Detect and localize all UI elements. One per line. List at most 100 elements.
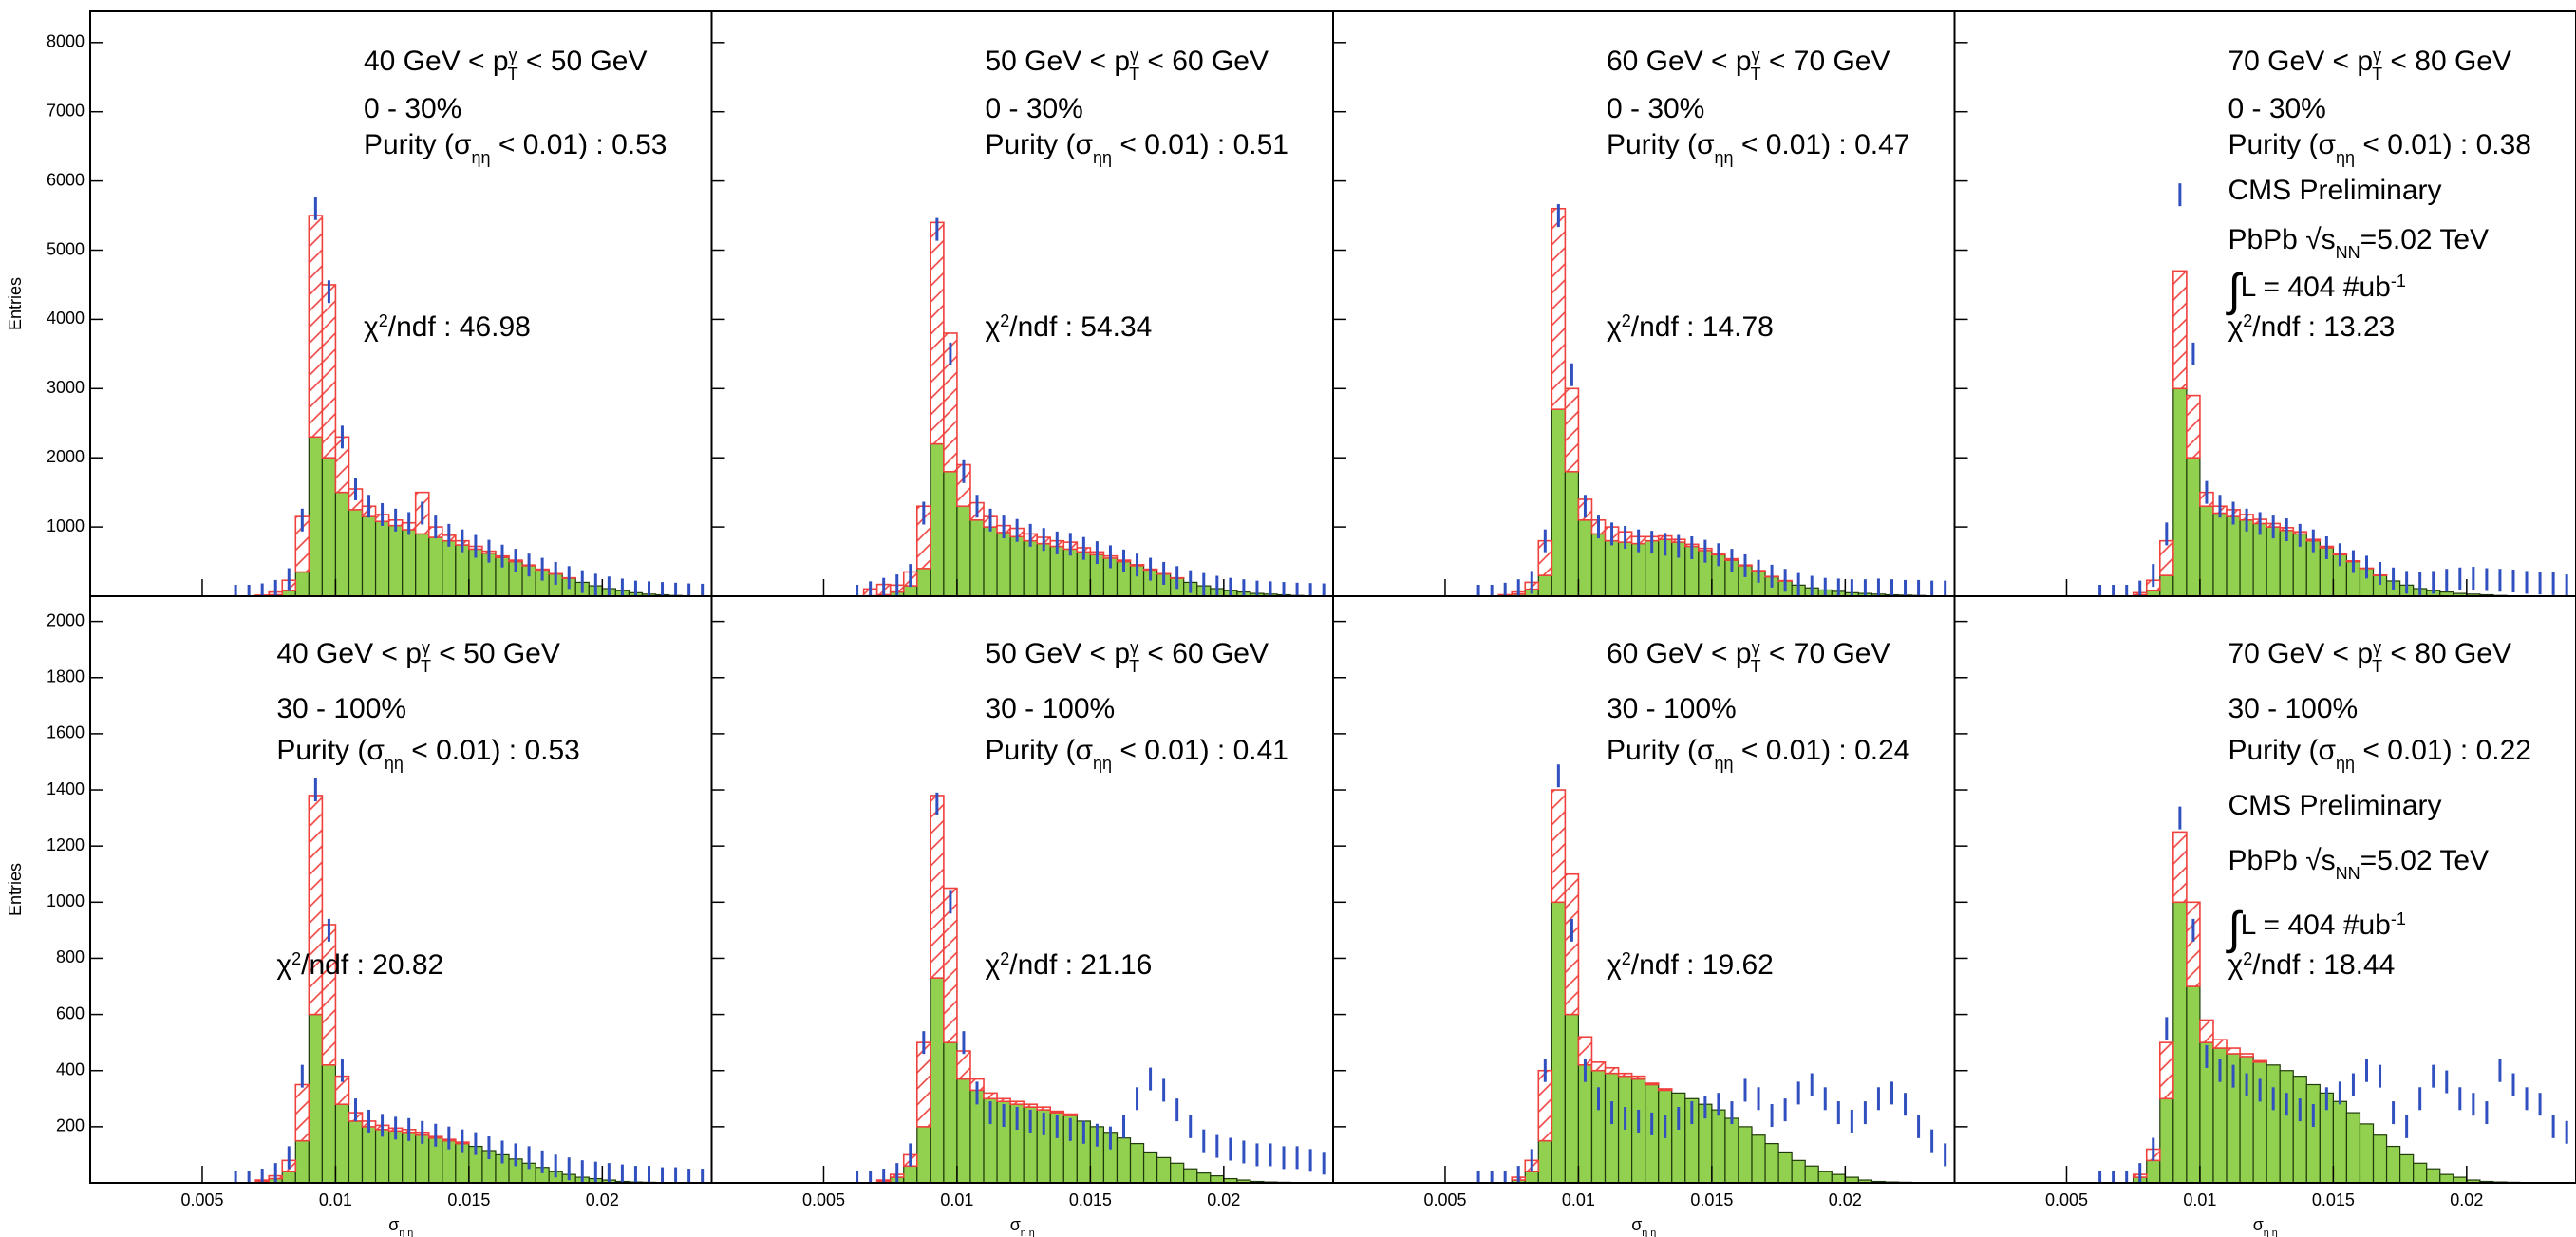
annotation-purity-part: < 0.01) : 0.53 (491, 129, 668, 160)
annotation-purity-part: < 0.01) : 0.24 (1734, 735, 1910, 766)
x-tick-label: 0.005 (1423, 1190, 1466, 1209)
annotation-purity-part: ηη (1093, 148, 1112, 167)
background-bar (1604, 1073, 1620, 1183)
x-tick-label: 0.01 (940, 1190, 973, 1209)
background-bar (1183, 1168, 1198, 1183)
annotation-chi2-part: /ndf : 21.16 (1009, 949, 1152, 981)
annotation-lumi: ∫L = 404 #ub-1 (2225, 904, 2405, 954)
annotation-purity-part: Purity (σ (985, 129, 1093, 160)
background-bar (2439, 1173, 2454, 1183)
annotation-pt-part: < 80 GeV (2382, 46, 2511, 77)
annotation-chi2-part: 2 (2243, 311, 2252, 330)
annotation-energy-part: NN (2336, 864, 2360, 883)
annotation-centrality: 0 - 30% (364, 93, 461, 124)
background-bar (361, 515, 377, 596)
annotation-purity-part: ηη (385, 754, 404, 773)
panel-frame (89, 595, 713, 1184)
annotation-chi2-part: χ (1607, 311, 1622, 343)
annotation-purity-part: < 0.01) : 0.41 (1112, 735, 1288, 766)
y-tick-label: 2000 (47, 447, 85, 466)
annotation-centrality: 30 - 100% (985, 693, 1115, 724)
background-bar (1804, 1165, 1819, 1183)
background-bar (281, 1171, 296, 1183)
x-axis-label-part: η η (1021, 1228, 1035, 1237)
annotation-pt-part: < 70 GeV (1761, 638, 1890, 669)
background-bar (1537, 574, 1552, 596)
background-bar (1036, 542, 1051, 596)
annotation-purity-part: < 0.01) : 0.53 (404, 735, 580, 766)
annotation-pt-part: T (2372, 657, 2382, 676)
x-tick-label: 0.02 (2450, 1190, 2483, 1209)
annotation-pt-part: 70 GeV < p (2228, 638, 2373, 669)
annotation-chi2-part: /ndf : 46.98 (388, 311, 531, 343)
x-axis-label: ση η (1631, 1215, 1656, 1237)
annotation-purity: Purity (σηη < 0.01) : 0.53 (276, 735, 580, 773)
background-bar (415, 533, 430, 596)
x-axis-label-part: σ (2253, 1215, 2264, 1234)
signal-bar (1049, 1110, 1065, 1114)
background-bar (2159, 574, 2174, 596)
annotation-pt: 50 GeV < pγ T < 60 GeV (985, 638, 1269, 676)
annotation-purity: Purity (σηη < 0.01) : 0.38 (2228, 129, 2531, 167)
background-bar (2399, 1153, 2415, 1183)
signal-bar (308, 795, 324, 1016)
background-bar (321, 457, 337, 596)
panel: 60 GeV < pγ T < 70 GeV 0 - 30% Purity (σηη … (1332, 10, 1956, 597)
background-bar (294, 1140, 310, 1183)
background-bar (455, 544, 470, 596)
signal-bar (1564, 387, 1580, 473)
annotation-pt-part: 40 GeV < p (364, 46, 509, 77)
panel: 0.005 0.01 0.015 0.02 ση η 50 GeV < pγ T < 60 … (710, 595, 1334, 1237)
annotation-chi2-part: 2 (1622, 311, 1631, 330)
background-bar (943, 471, 958, 596)
annotation-purity-part: < 0.01) : 0.47 (1734, 129, 1910, 160)
annotation-pt-part: 70 GeV < p (2228, 46, 2373, 77)
background-bar (1577, 519, 1593, 596)
background-bar (374, 520, 390, 596)
y-tick-label: 5000 (47, 239, 85, 258)
annotation-purity-part: ηη (1715, 148, 1734, 167)
signal-bar (1036, 1106, 1052, 1111)
panel: 200 400 600 800 1000 1200 1400 1600 1800 2000 0.00… (6, 595, 713, 1237)
annotation-pt-part: 40 GeV < p (276, 638, 422, 669)
annotation-pt-part: 60 GeV < p (1607, 46, 1752, 77)
background-bar (1524, 1171, 1539, 1183)
background-bar (1116, 1137, 1132, 1183)
signal-bar (1564, 872, 1580, 1016)
x-axis-label: ση η (388, 1215, 413, 1237)
panel: 70 GeV < pγ T < 80 GeV 0 - 30% Purity (σηη … (1953, 10, 2576, 597)
signal-bar (2199, 1019, 2214, 1043)
signal-bar (2239, 1053, 2254, 1058)
y-tick-label: 1000 (47, 516, 85, 535)
background-bar (1604, 540, 1620, 596)
panel-frame (1953, 595, 2576, 1184)
annotation-chi2: χ2/ndf : 18.44 (2228, 949, 2395, 981)
annotation-pt-part: 50 GeV < p (985, 638, 1130, 669)
signal-bar (983, 1092, 998, 1100)
annotation-energy-part: PbPb √s (2228, 845, 2335, 876)
background-bar (983, 526, 998, 596)
background-bar (2212, 512, 2228, 596)
signal-bar (1551, 207, 1567, 410)
annotation-pt-part: γ (1130, 638, 1138, 657)
signal-bar (2252, 1059, 2267, 1063)
annotation-pt-part: T (1129, 657, 1139, 676)
signal-bar (2212, 1039, 2228, 1049)
y-tick-label: 7000 (47, 101, 85, 120)
annotation-pt-part: γ (509, 46, 517, 65)
annotation-pt-part: γ (1130, 46, 1138, 65)
annotation-purity: Purity (σηη < 0.01) : 0.41 (985, 735, 1288, 773)
signal-bar (1023, 1103, 1038, 1108)
background-bar (2279, 1070, 2294, 1183)
background-bar (1777, 1151, 1793, 1183)
annotation-pt-part: T (1751, 657, 1761, 676)
annotation-lumi-part: -1 (2391, 272, 2406, 291)
background-bar (308, 1013, 323, 1183)
background-bar (1009, 535, 1025, 596)
background-bar (903, 1165, 918, 1183)
annotation-lumi-part: L = 404 #ub (2241, 272, 2391, 303)
signal-bar (294, 1083, 310, 1142)
background-bar (2385, 1145, 2401, 1183)
y-tick-label: 1400 (47, 779, 85, 798)
